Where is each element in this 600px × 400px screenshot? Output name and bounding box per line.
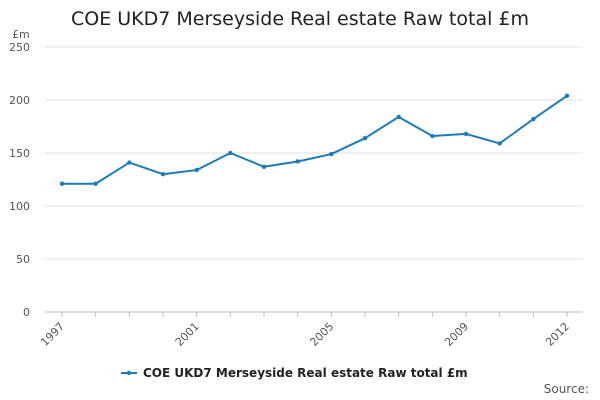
chart-title: COE UKD7 Merseyside Real estate Raw tota…	[71, 8, 529, 30]
x-tick-label-2009: 2009	[442, 320, 471, 349]
data-point-2010	[497, 141, 502, 146]
y-tick-label-200: 200	[9, 94, 30, 107]
data-point-1998	[93, 181, 98, 186]
series-layer	[59, 93, 570, 186]
gridlines	[45, 46, 583, 260]
legend-marker	[126, 370, 132, 376]
y-tick-label-100: 100	[9, 200, 30, 213]
data-point-2011	[531, 116, 536, 122]
source-label: Source:	[544, 382, 589, 396]
data-point-2000	[160, 172, 166, 177]
data-point-2002	[228, 150, 233, 156]
data-point-2006	[362, 135, 368, 141]
x-tick-label-2001: 2001	[173, 320, 202, 349]
data-point-1999	[127, 160, 132, 165]
y-tick-label-250: 250	[9, 41, 30, 54]
data-point-2005	[329, 151, 334, 157]
y-tick-label-50: 50	[16, 253, 30, 266]
x-tick-label-2012: 2012	[543, 320, 572, 349]
data-point-1997	[59, 181, 65, 186]
y-tick-label-150: 150	[9, 147, 30, 160]
y-axis-ticks: 0 50 100 150 200 250	[9, 41, 30, 319]
legend[interactable]: COE UKD7 Merseyside Real estate Raw tota…	[121, 366, 468, 380]
x-tick-label-2005: 2005	[307, 320, 336, 349]
series-line-0	[62, 94, 568, 185]
legend-label: COE UKD7 Merseyside Real estate Raw tota…	[143, 366, 468, 380]
data-point-2004	[295, 159, 300, 164]
data-point-2009	[463, 131, 469, 137]
y-tick-label-0: 0	[23, 306, 30, 319]
data-point-2012	[564, 93, 570, 98]
x-tick-label-1997: 1997	[38, 320, 67, 349]
data-point-2008	[430, 133, 435, 139]
x-axis-ticks: 1997 2001 2005 2009 2012	[38, 312, 572, 349]
y-axis-label: £m	[12, 28, 30, 41]
data-point-2007	[396, 114, 401, 120]
data-point-2001	[194, 167, 199, 173]
data-point-2003	[261, 164, 267, 169]
